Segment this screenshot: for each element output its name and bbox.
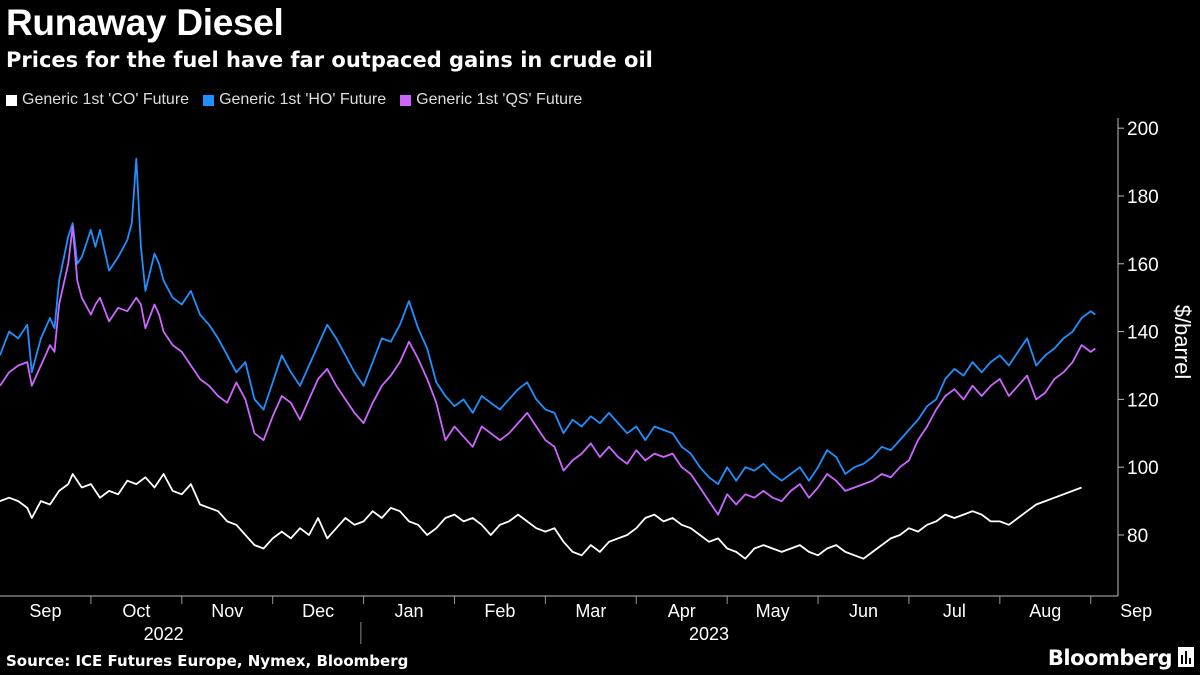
x-year-label-1: 2023 xyxy=(689,624,729,644)
series-line-qs xyxy=(0,225,1096,516)
chart-subtitle: Prices for the fuel have far outpaced ga… xyxy=(6,48,653,72)
chart-title: Runaway Diesel xyxy=(6,2,284,43)
brand-logo: Bloomberg xyxy=(1047,646,1173,670)
x-tick-label-5: Feb xyxy=(484,601,515,621)
y-tick-label-100: 100 xyxy=(1127,458,1159,479)
legend: Generic 1st 'CO' Future Generic 1st 'HO'… xyxy=(6,91,582,109)
x-tick-label-3: Dec xyxy=(302,601,334,621)
legend-label-qs: Generic 1st 'QS' Future xyxy=(416,91,583,108)
x-tick-label-0: Sep xyxy=(29,601,61,621)
legend-item-ho: Generic 1st 'HO' Future xyxy=(203,91,386,109)
y-tick-label-200: 200 xyxy=(1127,119,1159,140)
x-tick-label-10: Jul xyxy=(943,601,966,621)
x-tick-label-2: Nov xyxy=(211,601,243,621)
x-tick-label-8: May xyxy=(756,601,790,621)
legend-label-ho: Generic 1st 'HO' Future xyxy=(219,91,387,108)
bloomberg-mark-icon xyxy=(1178,647,1194,667)
series-line-ho xyxy=(0,157,1096,486)
legend-label-co: Generic 1st 'CO' Future xyxy=(22,91,190,108)
x-tick-label-11: Aug xyxy=(1029,601,1061,621)
x-tick-label-6: Mar xyxy=(575,601,606,621)
x-tick-label-1: Oct xyxy=(122,601,150,621)
legend-item-co: Generic 1st 'CO' Future xyxy=(6,91,189,109)
x-tick-label-7: Apr xyxy=(668,601,696,621)
y-tick-label-120: 120 xyxy=(1127,390,1159,411)
source-note: Source: ICE Futures Europe, Nymex, Bloom… xyxy=(6,652,409,670)
series-line-co xyxy=(0,473,1082,560)
legend-swatch-co xyxy=(6,94,17,106)
y-tick-label-160: 160 xyxy=(1127,255,1159,276)
x-tick-label-9: Jun xyxy=(849,601,878,621)
x-year-label-0: 2022 xyxy=(144,624,184,644)
legend-swatch-ho xyxy=(203,94,215,106)
legend-swatch-qs xyxy=(400,94,412,106)
x-tick-label-12: Sep xyxy=(1120,601,1152,621)
y-tick-label-180: 180 xyxy=(1127,187,1159,208)
legend-item-qs: Generic 1st 'QS' Future xyxy=(400,91,582,109)
y-tick-label-80: 80 xyxy=(1127,526,1148,547)
x-tick-label-4: Jan xyxy=(395,601,424,621)
y-axis-title: $/barrel xyxy=(1170,305,1195,380)
y-tick-label-140: 140 xyxy=(1127,323,1159,344)
